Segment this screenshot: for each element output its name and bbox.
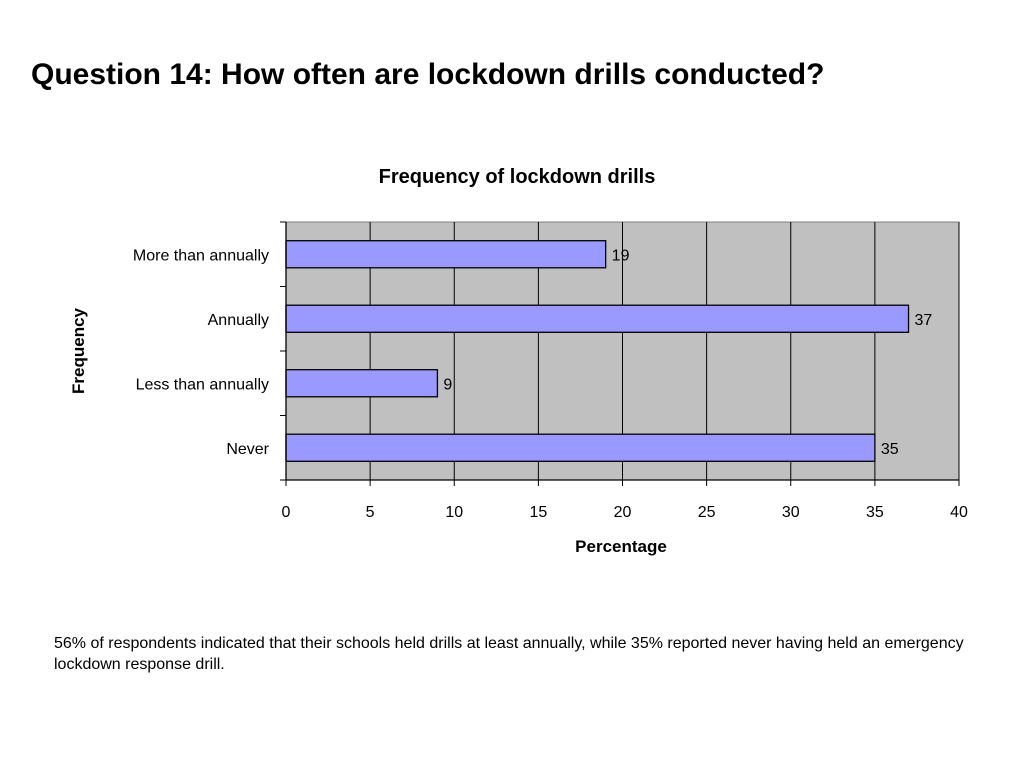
x-tick-label: 25: [698, 504, 716, 521]
axes: [280, 221, 960, 486]
slide-title: Question 14: How often are lockdown dril…: [31, 58, 825, 91]
x-tick-label: 0: [282, 504, 291, 521]
bar-more-than-annually: [285, 240, 607, 269]
data-label-never: 35: [881, 441, 899, 458]
bar-never: [285, 433, 876, 462]
caption: 56% of respondents indicated that their …: [54, 635, 964, 673]
x-tick-label: 20: [614, 504, 632, 521]
x-tick-labels: 0 5 10 15 20 25 30 35 40: [282, 504, 968, 521]
lockdown-drills-chart: Frequency of lockdown drills 19 37 9 35 Mor…: [69, 166, 968, 556]
data-labels: 19 37 9 35: [443, 247, 932, 458]
x-axis-title: Percentage: [575, 537, 667, 556]
y-axis-title: Frequency: [69, 307, 88, 394]
x-tick-label: 30: [782, 504, 800, 521]
x-tick-label: 15: [529, 504, 547, 521]
bar-annually: [285, 304, 910, 333]
category-label-never: Never: [226, 441, 269, 458]
category-label-less-than-annually: Less than annually: [136, 376, 269, 393]
chart-title: Frequency of lockdown drills: [379, 166, 656, 188]
bar-less-than-annually: [285, 369, 439, 398]
x-tick-label: 40: [950, 504, 968, 521]
category-labels: More than annually Annually Less than annu…: [133, 247, 270, 458]
x-tick-label: 10: [445, 504, 463, 521]
data-label-annually: 37: [915, 312, 933, 329]
data-label-less-than-annually: 9: [443, 376, 452, 393]
data-label-more-than-annually: 19: [612, 247, 630, 264]
category-label-more-than-annually: More than annually: [133, 247, 269, 264]
category-label-annually: Annually: [208, 312, 269, 329]
x-tick-label: 5: [366, 504, 375, 521]
x-tick-label: 35: [866, 504, 884, 521]
